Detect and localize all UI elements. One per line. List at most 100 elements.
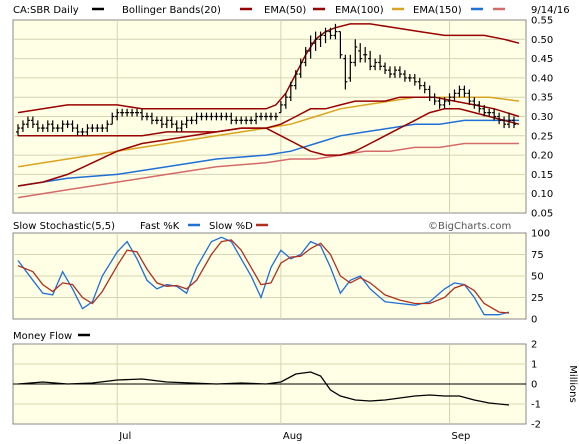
y-tick-label: 0.30 bbox=[531, 112, 553, 123]
ohlc-bar bbox=[204, 112, 209, 121]
ohlc-bar bbox=[512, 116, 516, 129]
ohlc-bar bbox=[169, 116, 174, 129]
ema50-label: EMA(50) bbox=[264, 5, 306, 16]
ohlc-bar bbox=[283, 93, 288, 109]
ohlc-bar bbox=[95, 124, 100, 132]
ema150-line bbox=[17, 119, 519, 187]
stoch-y-ticks: 0 25 50 75 100 bbox=[531, 229, 550, 326]
ohlc-bar bbox=[303, 47, 308, 67]
ohlc-bar bbox=[467, 89, 472, 105]
y-tick-label: 75 bbox=[531, 250, 544, 261]
ohlc-bar bbox=[348, 54, 353, 82]
ohlc-bar bbox=[254, 112, 259, 125]
ema100-label: EMA(100) bbox=[335, 5, 384, 16]
ohlc-bar bbox=[432, 93, 437, 105]
ohlc-bar bbox=[154, 116, 159, 125]
ohlc-bar bbox=[442, 97, 447, 109]
y-tick-label: 25 bbox=[531, 293, 544, 304]
ohlc-bar bbox=[70, 120, 75, 132]
ohlc-bar bbox=[457, 85, 462, 98]
ohlc-bar bbox=[164, 116, 169, 129]
ohlc-bar bbox=[130, 108, 135, 117]
watermark: ©BigCharts.com bbox=[428, 221, 511, 232]
ohlc-bar bbox=[65, 120, 70, 129]
ohlc-bar bbox=[16, 124, 20, 136]
ohlc-bar bbox=[502, 116, 507, 129]
y-tick-label: -1 bbox=[531, 400, 541, 411]
ohlc-bar bbox=[55, 124, 60, 132]
ohlc-bar bbox=[338, 30, 343, 59]
price-bars bbox=[16, 23, 516, 136]
ohlc-bar bbox=[358, 43, 363, 63]
ohlc-bar bbox=[85, 124, 90, 136]
ohlc-bar bbox=[25, 116, 30, 129]
ohlc-bar bbox=[447, 93, 452, 105]
stoch-title: Slow Stochastic(5,5) bbox=[13, 221, 115, 232]
ohlc-bar bbox=[343, 54, 348, 90]
ohlc-bar bbox=[125, 108, 130, 117]
ohlc-bar bbox=[184, 116, 189, 129]
y-tick-label: 100 bbox=[531, 229, 550, 240]
x-tick-label: Sep bbox=[452, 431, 471, 442]
x-tick-label: Jul bbox=[118, 431, 131, 442]
ohlc-bar bbox=[288, 81, 293, 102]
ohlc-bar bbox=[30, 116, 35, 129]
ohlc-bar bbox=[110, 112, 115, 125]
y-tick-label: 0.50 bbox=[531, 35, 553, 46]
ohlc-bar bbox=[487, 108, 492, 117]
ohlc-bar bbox=[318, 31, 323, 48]
ohlc-bar bbox=[293, 70, 298, 90]
ohlc-bar bbox=[105, 120, 110, 132]
ohlc-bar bbox=[477, 101, 482, 113]
stoch-fast-label: Fast %K bbox=[140, 221, 180, 232]
ema150-label: EMA(150) bbox=[413, 5, 462, 16]
ohlc-bar bbox=[144, 112, 149, 121]
y-tick-label: 0.05 bbox=[531, 209, 553, 220]
ohlc-bar bbox=[363, 47, 368, 63]
price-y-ticks: 0.05 0.10 0.15 0.20 0.25 0.30 0.35 0.40 0.45 0.50… bbox=[531, 16, 553, 220]
ohlc-bar bbox=[472, 97, 477, 109]
ohlc-bar bbox=[60, 120, 65, 132]
ohlc-bar bbox=[50, 120, 55, 132]
stoch-slow-label: Slow %D bbox=[209, 221, 253, 232]
ohlc-bar bbox=[412, 74, 417, 86]
bollinger-label: Bollinger Bands(20) bbox=[122, 5, 221, 16]
ohlc-bar bbox=[368, 50, 373, 71]
price-legend: CA:SBR Daily Bollinger Bands(20) EMA(50)… bbox=[13, 5, 570, 16]
y-tick-label: 0.10 bbox=[531, 189, 553, 200]
y-tick-label: 0.35 bbox=[531, 93, 553, 104]
ohlc-bar bbox=[402, 70, 407, 82]
ohlc-bar bbox=[378, 54, 383, 71]
stoch-slow-line bbox=[17, 239, 510, 314]
mf-title: Money Flow bbox=[13, 331, 72, 342]
ohlc-bar bbox=[308, 35, 313, 59]
money-flow-line bbox=[17, 371, 510, 406]
ohlc-bar bbox=[298, 58, 303, 78]
ohlc-bar bbox=[194, 112, 199, 125]
chart-date: 9/14/16 bbox=[531, 5, 570, 16]
y-tick-label: 0 bbox=[531, 315, 537, 326]
ohlc-bar bbox=[437, 97, 442, 109]
ohlc-bar bbox=[273, 112, 278, 121]
ohlc-bar bbox=[100, 124, 105, 132]
y-tick-label: 1 bbox=[531, 360, 537, 371]
ohlc-bar bbox=[264, 112, 268, 121]
ohlc-bar bbox=[120, 108, 125, 117]
ohlc-bar bbox=[333, 23, 338, 40]
ohlc-bar bbox=[353, 39, 358, 67]
x-axis-labels: Jul Aug Sep bbox=[118, 431, 470, 442]
ohlc-bar bbox=[224, 112, 229, 121]
ohlc-bar bbox=[115, 108, 120, 121]
ohlc-bar bbox=[328, 27, 333, 40]
ohlc-bar bbox=[497, 112, 502, 125]
stoch-grid bbox=[13, 233, 526, 319]
ohlc-bar bbox=[214, 112, 219, 121]
ohlc-bar bbox=[209, 112, 214, 121]
ohlc-bar bbox=[492, 108, 497, 121]
ohlc-bar bbox=[313, 31, 318, 51]
ohlc-bar bbox=[507, 112, 512, 129]
ohlc-bar bbox=[199, 112, 204, 121]
ohlc-bar bbox=[20, 120, 25, 132]
ohlc-bar bbox=[249, 116, 254, 125]
